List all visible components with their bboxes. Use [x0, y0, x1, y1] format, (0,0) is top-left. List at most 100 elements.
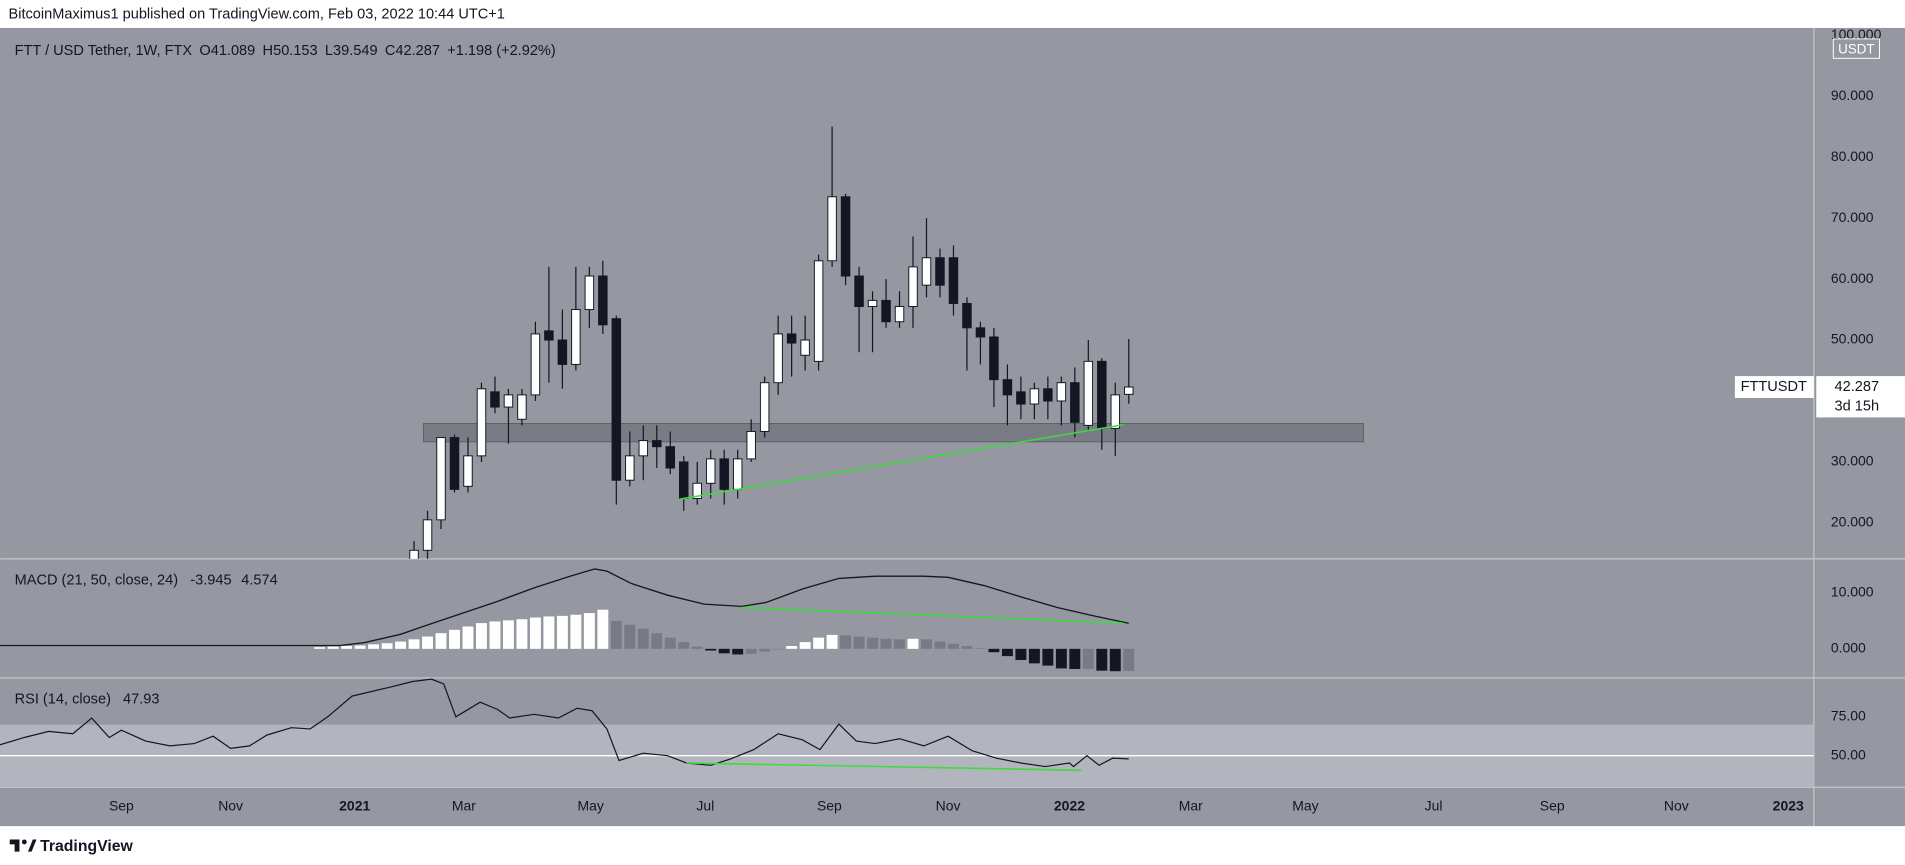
candle-body [827, 196, 837, 262]
candle-body [1097, 360, 1107, 429]
candle-body [1070, 382, 1080, 423]
candle-body [759, 382, 770, 432]
y-tick-label: 50.000 [1831, 331, 1874, 347]
x-tick-label: Mar [1179, 797, 1203, 813]
x-tick-label: Sep [109, 797, 134, 813]
x-tick-label: May [1292, 797, 1318, 813]
candle-body [1124, 386, 1134, 395]
candle-body [786, 333, 797, 344]
candle-body [679, 461, 689, 499]
candle-body [652, 440, 662, 448]
ohlc-value: 42.287 [395, 43, 440, 59]
x-tick-label: Nov [936, 797, 961, 813]
ohlc-label: O [199, 43, 210, 59]
histogram-bar [867, 637, 879, 649]
histogram-bar [1082, 648, 1094, 669]
x-tick-label: Sep [1540, 797, 1565, 813]
candle-body [894, 306, 905, 323]
histogram-bar [705, 648, 717, 651]
trendline [686, 762, 1082, 772]
histogram-bar [921, 639, 932, 649]
x-tick-label: 2022 [1054, 797, 1085, 813]
candle-body [436, 437, 446, 521]
y-tick-label: 70.000 [1831, 209, 1874, 225]
histogram-bar [894, 639, 905, 649]
ticker-label: FTTUSDT [1741, 379, 1807, 395]
rsi-value: 47.93 [123, 692, 159, 708]
candle-body [935, 257, 945, 286]
logo-shape [27, 839, 37, 852]
histogram-bar [678, 642, 690, 649]
candle-body [517, 394, 527, 420]
candle-body [463, 455, 473, 487]
candle-body [598, 275, 608, 326]
histogram-bar [732, 648, 744, 655]
x-tick-label: Jul [1425, 797, 1443, 813]
candle-body [867, 299, 878, 307]
y-tick-label: 80.000 [1831, 148, 1874, 164]
logo-shape [14, 839, 20, 852]
candle-body [813, 260, 824, 362]
histogram-bar [786, 646, 798, 649]
candle-body [503, 394, 514, 408]
histogram-bar [1028, 648, 1040, 664]
candle-body [544, 330, 554, 341]
histogram-value: -3.945 [190, 573, 231, 589]
last-price-box [1816, 376, 1905, 418]
histogram-bar [583, 613, 595, 649]
histogram-bar [745, 648, 757, 654]
histogram-bar [880, 638, 892, 649]
x-tick-label: Sep [817, 797, 842, 813]
trendline [741, 606, 1124, 624]
histogram-bar [853, 636, 865, 649]
histogram-bar [610, 620, 622, 649]
price-change: +1.198 (+2.92%) [447, 43, 556, 59]
histogram-bar [907, 638, 919, 649]
ticker-box [1734, 376, 1814, 398]
histogram-bar [449, 629, 460, 649]
candle-body [719, 458, 729, 490]
x-tick-label: Mar [452, 797, 476, 813]
candle-body [705, 458, 716, 484]
histogram-bar [813, 637, 825, 649]
y-tick-label: 20.000 [1831, 514, 1874, 530]
symbol: FTT / USD Tether, 1W, FTX [15, 43, 193, 59]
x-tick-label: 2021 [339, 797, 370, 813]
candle-body [530, 333, 541, 396]
x-tick-label: Nov [1664, 797, 1689, 813]
y-tick-label: 75.00 [1831, 707, 1866, 723]
candle-body [692, 482, 702, 499]
histogram-bar [840, 635, 852, 649]
histogram-bar [354, 645, 366, 649]
histogram-bar [570, 614, 582, 649]
candle-body [962, 302, 972, 329]
y-tick-label: 10.000 [1831, 584, 1874, 600]
histogram-bar [651, 633, 663, 649]
y-tick-label: 90.000 [1831, 87, 1874, 103]
y-tick-label: 50.00 [1831, 746, 1866, 762]
rsi-pane [0, 678, 1814, 787]
candle-body [1056, 382, 1067, 402]
macd-value: 4.574 [241, 573, 277, 589]
last-price: 42.287 [1835, 379, 1880, 395]
indicator-label: RSI (14, close) [15, 692, 111, 708]
candle-body [449, 437, 460, 490]
x-tick-label: Jul [696, 797, 714, 813]
histogram-bar [422, 636, 433, 649]
candle-body [422, 519, 433, 551]
candle-body [611, 318, 622, 481]
candle-body [975, 327, 986, 338]
indicator-label: MACD (21, 50, close, 24) [15, 573, 179, 589]
histogram-bar [341, 646, 353, 649]
candle-body [908, 266, 918, 307]
x-tick-label: Nov [218, 797, 243, 813]
candle-body [854, 275, 864, 307]
histogram-bar [664, 637, 676, 649]
histogram-bar [759, 648, 771, 652]
candle-body [1110, 394, 1121, 429]
y-tick-label: 100.000 [1831, 26, 1882, 42]
candle-body [490, 391, 500, 408]
y-tick-label: 0.000 [1831, 640, 1866, 656]
